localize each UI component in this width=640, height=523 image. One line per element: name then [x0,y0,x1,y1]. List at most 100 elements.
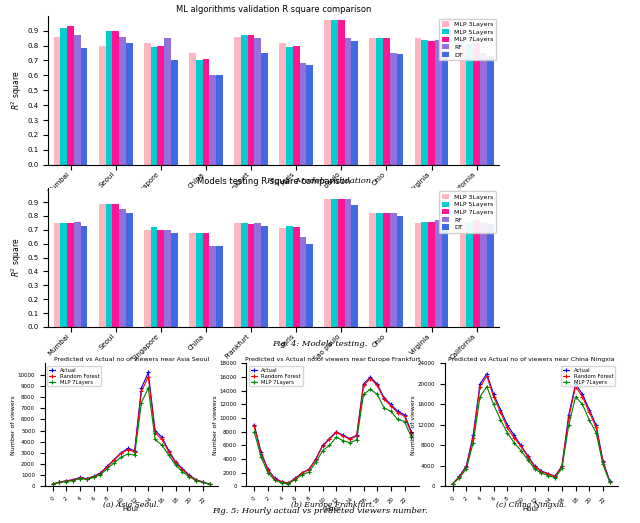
MLP 7Layers [558,465,566,472]
Actual [312,456,319,462]
Actual [504,422,511,428]
Actual [387,401,395,407]
Random Forest [408,430,415,436]
Bar [54,37,60,165]
Random Forest [592,424,600,430]
Bar [112,31,119,165]
MLP 7Layers [206,481,214,487]
MLP 7Layers [186,474,193,480]
Actual [579,391,586,397]
MLP 7Layers [326,442,333,449]
Random Forest [165,449,173,455]
Random Forest [179,467,186,473]
Random Forest [124,447,132,453]
Bar [54,223,60,327]
Random Forest [579,394,586,400]
Line: Actual: Actual [51,371,211,486]
Bar [241,35,248,165]
Bar [390,213,397,327]
Bar [435,220,442,327]
Random Forest [312,457,319,463]
Random Forest [63,478,70,484]
MLP 7Layers [504,429,511,436]
MLP 7Layers [606,479,614,485]
Bar [196,61,202,165]
MLP 7Layers [257,454,265,460]
Random Forest [517,444,525,450]
Bar [351,41,358,165]
MLP 7Layers [401,418,408,425]
MLP 7Layers [285,481,292,487]
Actual [165,448,173,454]
Actual [257,449,265,456]
Actual [531,463,538,469]
Random Forest [606,479,614,485]
Bar [390,53,397,165]
MLP 7Layers [56,480,63,486]
Actual [151,427,159,434]
Bar [248,224,255,327]
Bar [234,223,241,327]
Bar [415,223,421,327]
MLP 7Layers [97,472,104,478]
MLP 7Layers [199,480,207,486]
MLP 7Layers [145,385,152,391]
Legend: MLP 3Layers, MLP 5Layers, MLP 7Layers, RF, DT: MLP 3Layers, MLP 5Layers, MLP 7Layers, R… [439,19,496,60]
Actual [483,371,491,377]
Random Forest [298,470,306,476]
Random Forest [387,403,395,409]
Bar [74,222,81,327]
X-axis label: Hour: Hour [523,506,540,512]
Actual [145,369,152,376]
Bar [99,46,106,165]
Line: Actual: Actual [451,372,611,485]
Bar [106,31,112,165]
Bar [234,37,241,165]
Actual [538,468,545,474]
Actual [285,480,292,486]
Bar [126,213,132,327]
Random Forest [158,436,166,442]
MLP 7Layers [463,466,470,472]
MLP 7Layers [158,442,166,448]
MLP 7Layers [353,437,360,443]
Random Forest [264,467,272,473]
MLP 7Layers [192,477,200,484]
MLP 7Layers [476,394,484,400]
Bar [81,49,88,165]
Bar [324,199,331,327]
Bar [202,59,209,165]
Actual [367,374,374,380]
Bar [421,222,428,327]
MLP 7Layers [579,401,586,407]
Line: MLP 7Layers: MLP 7Layers [51,386,211,486]
Bar [60,223,67,327]
Bar [397,216,403,327]
Random Forest [373,382,381,389]
Actual [138,385,145,391]
Random Forest [456,473,463,480]
X-axis label: Regions: Regions [259,365,289,374]
Bar [397,54,403,165]
Actual [56,479,63,485]
Actual [449,481,456,487]
Actual [326,436,333,442]
Bar [300,237,307,327]
MLP 7Layers [250,429,258,435]
Actual [408,429,415,435]
Bar [157,230,164,327]
MLP 7Layers [151,436,159,442]
Bar [376,38,383,165]
Bar [164,38,171,165]
MLP 7Layers [510,440,518,446]
Bar [473,220,480,327]
MLP 7Layers [394,416,401,423]
MLP 7Layers [367,386,374,393]
Y-axis label: Number of viewers: Number of viewers [212,395,218,455]
Random Forest [285,480,292,486]
Actual [490,391,497,397]
MLP 7Layers [449,481,456,487]
MLP 7Layers [165,452,173,458]
Y-axis label: Number of viewers: Number of viewers [11,395,16,455]
Title: Models testing R square comparison: Models testing R square comparison [197,177,350,186]
